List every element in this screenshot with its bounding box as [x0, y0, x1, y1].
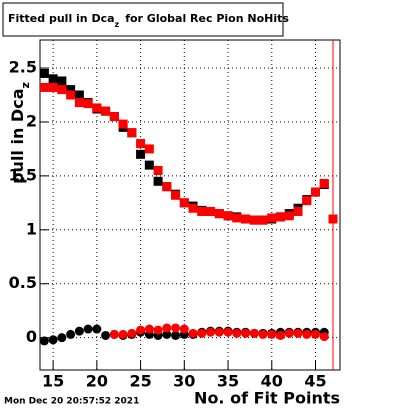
y-tick-label: 0.5 — [9, 273, 37, 292]
marker — [144, 324, 154, 334]
y-axis-label: pull in Dcaz — [8, 82, 33, 184]
marker — [276, 330, 286, 340]
y-tick-label: 0 — [26, 327, 37, 346]
marker — [206, 327, 216, 337]
marker — [162, 323, 172, 333]
marker — [232, 213, 242, 223]
marker — [311, 329, 321, 339]
marker — [136, 139, 146, 149]
marker — [48, 82, 58, 92]
marker — [39, 82, 49, 92]
marker — [66, 90, 76, 100]
marker — [241, 214, 251, 224]
marker — [83, 324, 93, 334]
marker — [153, 325, 163, 335]
plot-frame — [39, 39, 341, 371]
marker — [92, 103, 102, 113]
marker — [66, 85, 76, 95]
marker — [144, 160, 154, 170]
marker — [101, 106, 111, 116]
marker — [293, 328, 303, 338]
marker — [57, 85, 67, 95]
marker — [179, 324, 189, 334]
marker — [57, 333, 67, 343]
marker — [144, 144, 154, 154]
marker — [188, 203, 198, 213]
marker — [249, 215, 259, 225]
x-tick-label: 25 — [129, 372, 151, 391]
x-tick-label: 15 — [42, 372, 64, 391]
marker — [48, 74, 58, 84]
marker — [302, 329, 312, 339]
marker — [223, 327, 233, 337]
marker — [249, 328, 259, 338]
chart-title: Fitted pull in Dcaz for Global Rec Pion N… — [8, 12, 289, 29]
marker — [319, 178, 329, 188]
marker — [153, 165, 163, 175]
marker — [136, 149, 146, 159]
marker — [223, 211, 233, 221]
marker — [162, 182, 172, 192]
marker — [214, 209, 224, 219]
marker — [92, 324, 102, 334]
x-axis-label: No. of Fit Points — [194, 389, 340, 408]
x-tick-label: 35 — [217, 372, 239, 391]
marker — [39, 336, 49, 346]
marker — [188, 328, 198, 338]
x-tick-label: 30 — [173, 372, 195, 391]
marker — [267, 213, 277, 223]
x-tick-label: 20 — [86, 372, 108, 391]
marker — [39, 68, 49, 78]
marker — [232, 328, 242, 338]
marker — [118, 119, 128, 129]
marker — [258, 329, 268, 339]
marker — [127, 128, 137, 138]
marker — [101, 330, 111, 340]
y-tick-label: 1.5 — [9, 165, 37, 184]
marker — [153, 176, 163, 186]
marker — [258, 215, 268, 225]
marker — [83, 99, 93, 109]
x-tick-label: 40 — [261, 372, 283, 391]
marker — [74, 326, 84, 336]
marker — [74, 90, 84, 100]
marker — [197, 206, 207, 216]
marker — [74, 98, 84, 108]
y-tick-label: 2 — [26, 111, 37, 130]
y-tick-label: 2.5 — [9, 58, 37, 77]
marker — [206, 206, 216, 216]
marker — [319, 332, 329, 342]
marker — [284, 211, 294, 221]
marker — [48, 335, 58, 345]
marker — [267, 329, 277, 339]
marker — [276, 212, 286, 222]
marker — [66, 329, 76, 339]
title-box — [2, 2, 284, 37]
marker — [171, 323, 181, 333]
marker — [241, 328, 251, 338]
marker — [179, 198, 189, 208]
marker — [162, 329, 172, 339]
marker — [284, 328, 294, 338]
marker — [57, 76, 67, 86]
marker — [109, 112, 119, 122]
marker — [293, 206, 303, 216]
marker — [311, 187, 321, 197]
timestamp: Mon Dec 20 20:57:52 2021 — [4, 397, 139, 407]
marker — [127, 328, 137, 338]
marker — [171, 330, 181, 340]
marker — [197, 328, 207, 338]
marker — [136, 325, 146, 335]
marker — [118, 329, 128, 339]
marker — [214, 327, 224, 337]
marker — [302, 196, 312, 206]
y-tick-label: 1 — [26, 219, 37, 238]
marker — [171, 190, 181, 200]
x-tick-label: 45 — [304, 372, 326, 391]
marker — [109, 329, 119, 339]
